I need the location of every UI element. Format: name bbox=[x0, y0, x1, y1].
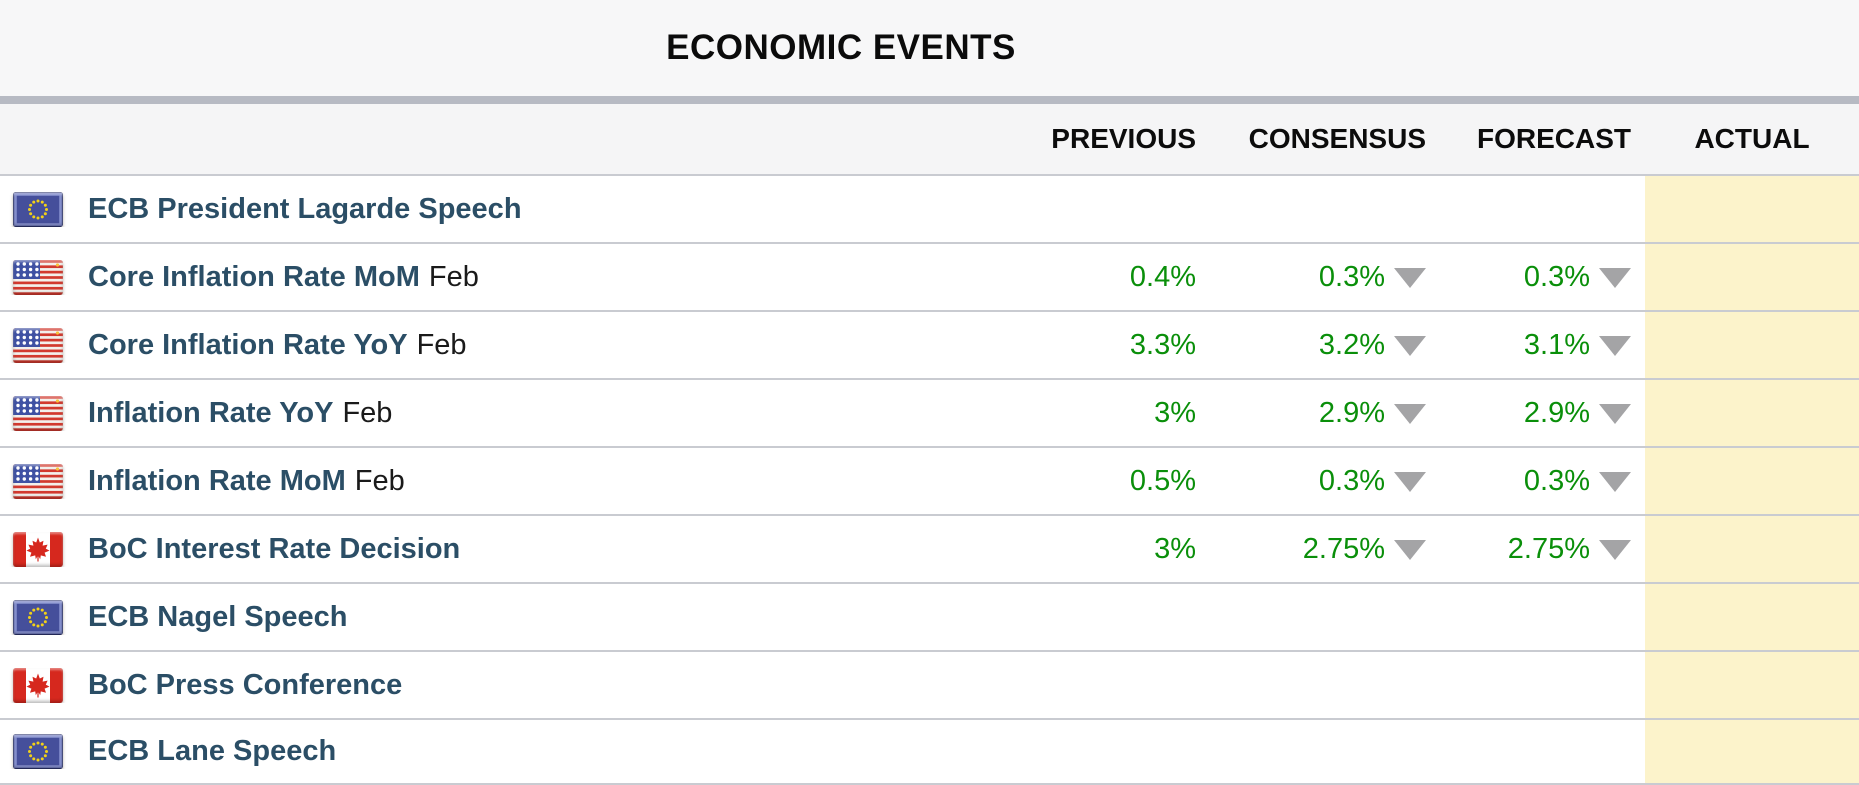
actual-value-cell bbox=[1645, 176, 1859, 242]
events-table-body: ECB President Lagarde Speech Core Inflat… bbox=[0, 176, 1859, 785]
consensus-value: 0.3% bbox=[1210, 465, 1440, 498]
us-flag-icon bbox=[13, 259, 63, 295]
event-link[interactable]: BoC Press Conference bbox=[88, 668, 403, 701]
down-arrow-icon bbox=[1394, 403, 1426, 424]
event-link[interactable]: Inflation Rate YoY Feb bbox=[88, 396, 393, 429]
event-cell: ECB President Lagarde Speech bbox=[0, 191, 930, 227]
eu-flag-icon bbox=[13, 191, 63, 227]
ca-flag-icon bbox=[13, 531, 63, 567]
col-header-forecast: FORECAST bbox=[1477, 123, 1631, 154]
actual-value-cell bbox=[1645, 244, 1859, 310]
event-link[interactable]: ECB Lane Speech bbox=[88, 735, 337, 767]
eu-flag-icon bbox=[13, 599, 63, 635]
down-arrow-icon bbox=[1599, 539, 1631, 560]
forecast-value: 0.3% bbox=[1440, 261, 1645, 294]
consensus-value: 0.3% bbox=[1210, 261, 1440, 294]
event-link[interactable]: Inflation Rate MoM Feb bbox=[88, 464, 405, 497]
event-link[interactable]: BoC Interest Rate Decision bbox=[88, 532, 461, 565]
col-header-actual: ACTUAL bbox=[1694, 123, 1810, 154]
event-row: BoC Press Conference bbox=[0, 652, 1859, 720]
event-link[interactable]: ECB Nagel Speech bbox=[88, 600, 348, 633]
down-arrow-icon bbox=[1599, 403, 1631, 424]
down-arrow-icon bbox=[1599, 471, 1631, 492]
actual-value-cell bbox=[1645, 380, 1859, 446]
previous-value: 0.4% bbox=[1129, 260, 1196, 293]
panel-title-bar: ECONOMIC EVENTS bbox=[0, 0, 1859, 96]
us-flag-icon bbox=[13, 327, 63, 363]
us-flag-icon bbox=[13, 463, 63, 499]
event-cell: Core Inflation Rate YoY Feb bbox=[0, 327, 930, 363]
previous-value: 0.5% bbox=[1129, 464, 1196, 497]
event-cell: BoC Press Conference bbox=[0, 667, 930, 703]
down-arrow-icon bbox=[1394, 471, 1426, 492]
event-row: ECB President Lagarde Speech bbox=[0, 176, 1859, 244]
event-cell: ECB Lane Speech bbox=[0, 734, 930, 769]
previous-value: 3% bbox=[1154, 396, 1196, 429]
actual-value-cell bbox=[1645, 584, 1859, 650]
forecast-value: 2.9% bbox=[1440, 397, 1645, 430]
event-row: Core Inflation Rate YoY Feb 3.3% 3.2% 3.1… bbox=[0, 312, 1859, 380]
event-link[interactable]: Core Inflation Rate YoY Feb bbox=[88, 328, 467, 361]
col-header-previous: PREVIOUS bbox=[1051, 123, 1196, 154]
forecast-value: 2.75% bbox=[1440, 533, 1645, 566]
event-cell: Inflation Rate MoM Feb bbox=[0, 463, 930, 499]
event-cell: Inflation Rate YoY Feb bbox=[0, 395, 930, 431]
actual-value-cell bbox=[1645, 720, 1859, 783]
event-row: Inflation Rate MoM Feb 0.5% 0.3% 0.3% bbox=[0, 448, 1859, 516]
down-arrow-icon bbox=[1599, 335, 1631, 356]
consensus-value: 2.9% bbox=[1210, 397, 1440, 430]
forecast-value: 0.3% bbox=[1440, 465, 1645, 498]
down-arrow-icon bbox=[1394, 539, 1426, 560]
actual-value-cell bbox=[1645, 516, 1859, 582]
eu-flag-icon bbox=[13, 734, 63, 769]
down-arrow-icon bbox=[1599, 267, 1631, 288]
previous-value: 3% bbox=[1154, 532, 1196, 565]
actual-value-cell bbox=[1645, 448, 1859, 514]
event-row: Core Inflation Rate MoM Feb 0.4% 0.3% 0.3… bbox=[0, 244, 1859, 312]
title-divider bbox=[0, 96, 1859, 104]
col-header-consensus: CONSENSUS bbox=[1248, 123, 1426, 154]
event-row: ECB Nagel Speech bbox=[0, 584, 1859, 652]
ca-flag-icon bbox=[13, 667, 63, 703]
actual-value-cell bbox=[1645, 312, 1859, 378]
event-row: Inflation Rate YoY Feb 3% 2.9% 2.9% bbox=[0, 380, 1859, 448]
event-cell: ECB Nagel Speech bbox=[0, 599, 930, 635]
event-link[interactable]: Core Inflation Rate MoM Feb bbox=[88, 260, 479, 293]
forecast-value: 3.1% bbox=[1440, 329, 1645, 362]
event-row: BoC Interest Rate Decision 3% 2.75% 2.75… bbox=[0, 516, 1859, 584]
actual-value-cell bbox=[1645, 652, 1859, 718]
panel-title: ECONOMIC EVENTS bbox=[666, 28, 1016, 67]
event-link[interactable]: ECB President Lagarde Speech bbox=[88, 192, 522, 225]
previous-value: 3.3% bbox=[1129, 328, 1196, 361]
event-cell: Core Inflation Rate MoM Feb bbox=[0, 259, 930, 295]
down-arrow-icon bbox=[1394, 335, 1426, 356]
consensus-value: 3.2% bbox=[1210, 329, 1440, 362]
event-cell: BoC Interest Rate Decision bbox=[0, 531, 930, 567]
table-header-row: PREVIOUS CONSENSUS FORECAST ACTUAL bbox=[0, 104, 1859, 176]
event-row: ECB Lane Speech bbox=[0, 720, 1859, 785]
consensus-value: 2.75% bbox=[1210, 533, 1440, 566]
down-arrow-icon bbox=[1394, 267, 1426, 288]
us-flag-icon bbox=[13, 395, 63, 431]
